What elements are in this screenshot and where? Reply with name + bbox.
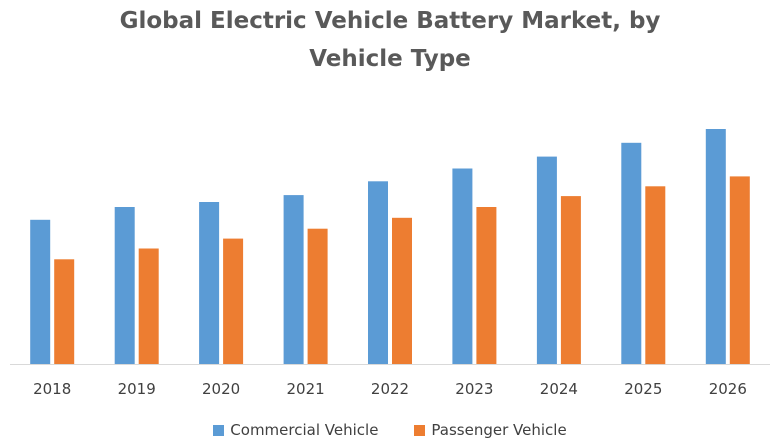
bar-commercial-vehicle-2026 xyxy=(705,129,726,364)
bar-passenger-vehicle-2018 xyxy=(54,259,75,364)
bar-passenger-vehicle-2022 xyxy=(392,217,412,364)
x-tick-label-2024: 2024 xyxy=(540,380,578,398)
bar-commercial-vehicle-2023 xyxy=(452,168,473,364)
x-tick-label-2021: 2021 xyxy=(287,380,325,398)
bar-commercial-vehicle-2020 xyxy=(199,202,220,364)
x-tick-label-2025: 2025 xyxy=(624,380,662,398)
bar-passenger-vehicle-2026 xyxy=(729,176,750,364)
bar-passenger-vehicle-2024 xyxy=(560,196,581,364)
bar-passenger-vehicle-2020 xyxy=(223,238,244,364)
legend-item-commercial-vehicle: Commercial Vehicle xyxy=(213,421,378,439)
bar-commercial-vehicle-2025 xyxy=(621,142,642,364)
chart-legend: Commercial Vehicle Passenger Vehicle xyxy=(0,421,780,439)
legend-swatch-commercial-vehicle xyxy=(213,424,225,436)
bar-chart: 2018 2019 2020 2021 2022 2023 2024 2025 2026 xyxy=(10,129,770,398)
x-tick-label-2026: 2026 xyxy=(709,380,747,398)
x-tick-label-2023: 2023 xyxy=(455,380,493,398)
legend-swatch-passenger-vehicle xyxy=(414,424,426,436)
legend-label-passenger-vehicle: Passenger Vehicle xyxy=(431,421,567,439)
bar-commercial-vehicle-2024 xyxy=(536,156,557,364)
bar-commercial-vehicle-2021 xyxy=(283,195,304,364)
chart-title-line-1: Global Electric Vehicle Battery Market, … xyxy=(119,8,661,34)
bar-commercial-vehicle-2022 xyxy=(368,181,388,364)
x-tick-label-2022: 2022 xyxy=(371,380,409,398)
x-tick-label-2019: 2019 xyxy=(118,380,156,398)
chart-title-line-2: Vehicle Type xyxy=(309,46,471,72)
bar-passenger-vehicle-2019 xyxy=(138,248,159,364)
bar-passenger-vehicle-2025 xyxy=(645,186,666,365)
bar-passenger-vehicle-2023 xyxy=(476,207,497,364)
legend-label-commercial-vehicle: Commercial Vehicle xyxy=(230,421,379,439)
bar-commercial-vehicle-2019 xyxy=(114,207,135,364)
legend-item-passenger-vehicle: Passenger Vehicle xyxy=(414,421,567,439)
bar-commercial-vehicle-2018 xyxy=(30,219,51,364)
x-tick-label-2020: 2020 xyxy=(202,380,240,398)
bar-passenger-vehicle-2021 xyxy=(307,228,328,364)
chart-title: Global Electric Vehicle Battery Market, … xyxy=(0,2,780,78)
x-tick-label-2018: 2018 xyxy=(33,380,71,398)
